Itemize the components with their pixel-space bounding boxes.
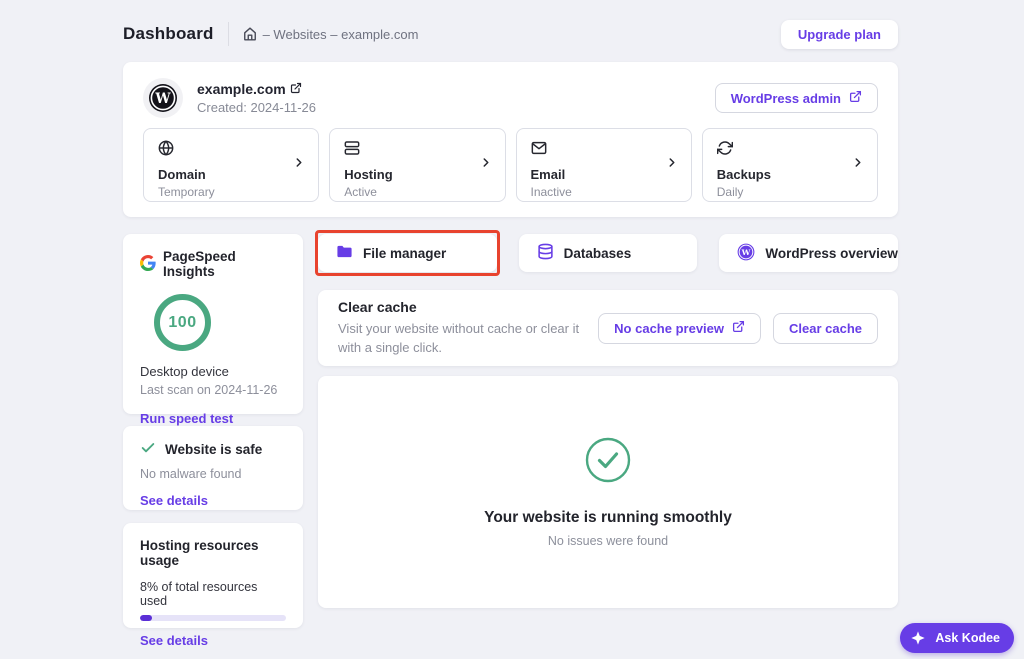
site-row: W example.com Created: 2024-11-26 WordPr… (143, 78, 878, 118)
file-manager-button[interactable]: File manager (318, 234, 497, 272)
wordpress-admin-button[interactable]: WordPress admin (714, 83, 878, 113)
security-see-details-link[interactable]: See details (140, 493, 208, 508)
pagespeed-last-scan: Last scan on 2024-11-26 (140, 383, 278, 397)
ask-kodee-button[interactable]: Ask Kodee (900, 623, 1014, 653)
header-divider (227, 22, 229, 46)
breadcrumb-text[interactable]: – Websites – example.com (262, 26, 419, 42)
tile-label: Hosting (344, 167, 393, 182)
service-tiles: Domain Temporary Hosting Active (143, 128, 878, 202)
home-icon[interactable] (243, 27, 257, 41)
resources-title: Hosting resources usage (140, 538, 259, 568)
check-circle-icon (585, 437, 631, 488)
status-subtitle: No issues were found (547, 533, 669, 548)
tile-status: Inactive (530, 185, 572, 199)
site-created-date: Created: 2024-11-26 (197, 100, 317, 115)
svg-text:W: W (154, 91, 171, 107)
check-icon (140, 440, 156, 459)
svg-text:W: W (741, 248, 751, 257)
wordpress-overview-label: WordPress overview (765, 245, 898, 261)
chevron-right-icon (479, 156, 493, 175)
tile-label: Backups (716, 167, 771, 182)
backup-refresh-icon (716, 141, 733, 160)
run-speed-test-link[interactable]: Run speed test (140, 411, 234, 426)
resources-progress-bar (140, 615, 286, 621)
database-icon (537, 243, 554, 263)
tile-hosting[interactable]: Hosting Active (329, 128, 506, 202)
breadcrumb[interactable]: – Websites – example.com (243, 26, 419, 42)
external-link-icon (849, 90, 862, 106)
right-column: File manager Databases W WordPress overv… (315, 230, 898, 608)
file-manager-label: File manager (363, 245, 447, 261)
wordpress-overview-button[interactable]: W WordPress overview (719, 234, 898, 272)
page-title: Dashboard (123, 24, 214, 43)
resources-progress-fill (140, 615, 152, 621)
chevron-right-icon (665, 156, 679, 175)
pagespeed-header: PageSpeed Insights (140, 249, 286, 279)
site-identity: example.com Created: 2024-11-26 (197, 81, 316, 115)
resources-card: Hosting resources usage 8% of total reso… (123, 523, 303, 648)
clear-cache-card: Clear cache Visit your website without c… (318, 290, 898, 366)
tile-domain[interactable]: Domain Temporary (143, 128, 320, 202)
clear-cache-button[interactable]: Clear cache (773, 312, 878, 344)
ask-kodee-label: Ask Kodee (935, 631, 1000, 645)
clear-cache-title: Clear cache (338, 298, 417, 315)
pagespeed-score: 100 (168, 313, 197, 331)
clear-cache-button-label: Clear cache (789, 320, 862, 336)
page-header: Dashboard – Websites – example.com Upgra… (123, 18, 898, 50)
tile-status: Temporary (158, 185, 215, 199)
external-link-icon[interactable] (290, 81, 302, 97)
file-manager-wrap: File manager (315, 230, 500, 276)
security-header: Website is safe (140, 440, 286, 459)
folder-icon (336, 243, 353, 263)
website-status-card: Your website is running smoothly No issu… (318, 376, 898, 608)
external-link-icon (732, 320, 745, 336)
pagespeed-card: PageSpeed Insights 100 Desktop device La… (123, 234, 303, 426)
wordpress-admin-label: WordPress admin (730, 90, 841, 106)
upgrade-plan-button[interactable]: Upgrade plan (780, 19, 898, 49)
tile-status: Daily (716, 185, 744, 199)
security-title: Website is safe (165, 442, 263, 457)
wordpress-icon: W (737, 243, 755, 264)
kodee-spark-icon (908, 628, 928, 648)
tile-status: Active (344, 185, 377, 199)
resources-usage-text: 8% of total resources used (140, 580, 258, 608)
pagespeed-score-ring: 100 (154, 294, 211, 351)
databases-button[interactable]: Databases (518, 234, 698, 272)
clear-cache-buttons: No cache preview Clear cache (598, 312, 878, 344)
google-g-icon (140, 254, 156, 274)
chevron-right-icon (851, 156, 865, 175)
databases-label: Databases (563, 245, 632, 261)
tile-label: Domain (158, 167, 206, 182)
site-domain[interactable]: example.com (197, 81, 286, 97)
resources-see-details-link[interactable]: See details (140, 633, 208, 648)
envelope-icon (531, 141, 547, 160)
server-icon (344, 141, 360, 160)
tile-backups[interactable]: Backups Daily (701, 128, 878, 202)
chevron-right-icon (292, 156, 306, 175)
clear-cache-description: Visit your website without cache or clea… (338, 320, 580, 355)
site-domain-link[interactable]: example.com (197, 81, 316, 97)
status-title: Your website is running smoothly (484, 508, 732, 526)
clear-cache-text: Clear cache Visit your website without c… (338, 299, 598, 358)
pagespeed-device: Desktop device (140, 364, 229, 379)
pagespeed-title: PageSpeed Insights (163, 249, 236, 279)
left-column: PageSpeed Insights 100 Desktop device La… (123, 234, 303, 648)
globe-icon (158, 140, 174, 160)
tile-label: Email (530, 167, 566, 182)
no-cache-preview-button[interactable]: No cache preview (598, 312, 761, 344)
site-overview-card: W example.com Created: 2024-11-26 WordPr… (123, 62, 898, 217)
no-cache-preview-label: No cache preview (614, 320, 724, 336)
security-card: Website is safe No malware found See det… (123, 426, 303, 510)
tile-email[interactable]: Email Inactive (515, 128, 692, 202)
quick-actions-row: File manager Databases W WordPress overv… (315, 230, 898, 276)
wordpress-logo: W (143, 78, 183, 118)
security-subtitle: No malware found (140, 467, 242, 481)
